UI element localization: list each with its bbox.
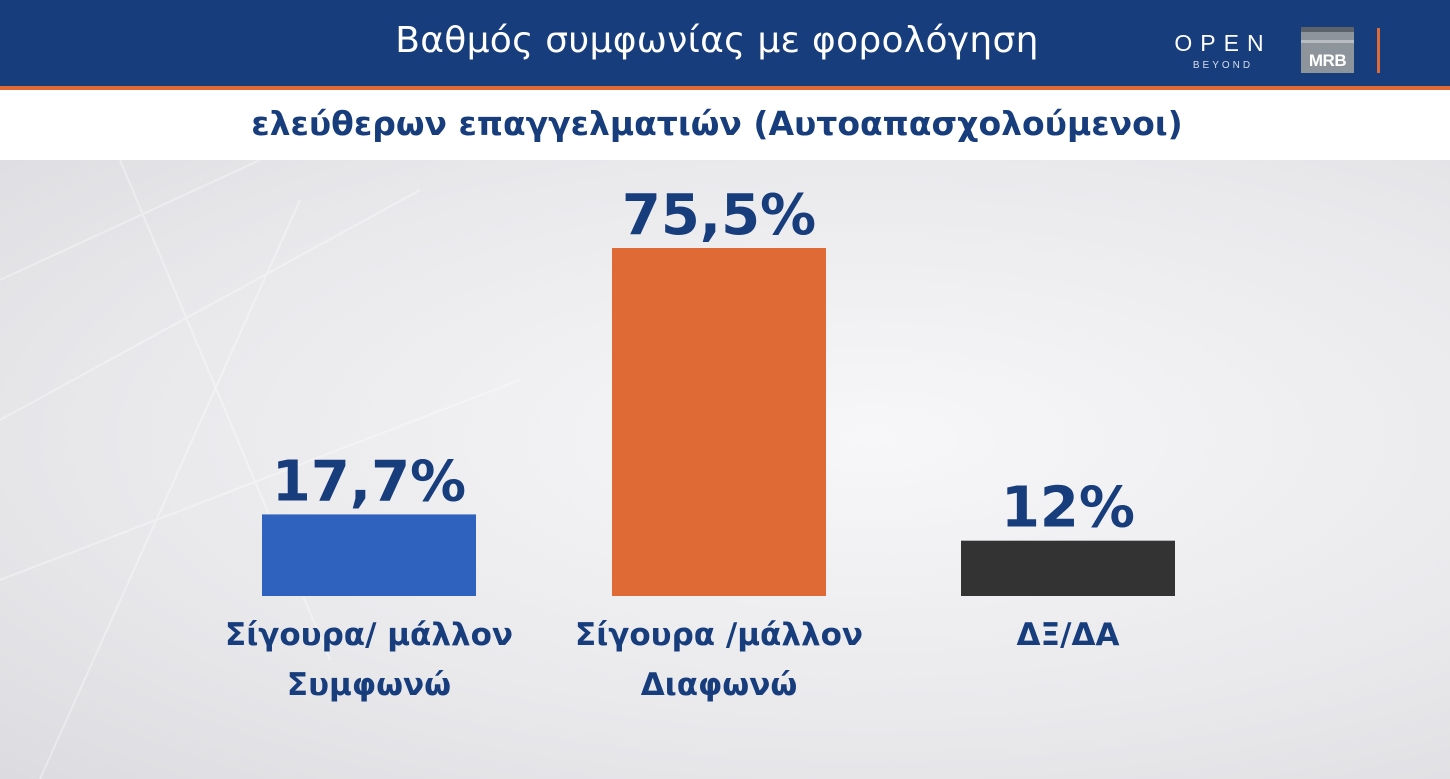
chart-title: Βαθμός συμφωνίας με φορολόγηση (395, 20, 1039, 61)
header-bar (0, 0, 1450, 86)
bar-0 (262, 514, 476, 596)
mrb-logo: MRB (1301, 27, 1354, 73)
category-label-2-0: ΔΞ/ΔΑ (1017, 617, 1120, 653)
category-label-1-0: Σίγουρα /μάλλον (575, 617, 863, 653)
value-label-1: 75,5% (622, 183, 816, 248)
bar-chart: 17,7% Σίγουρα/ μάλλον Συμφωνώ 75,5% Σίγουρα … (0, 160, 1175, 779)
logo-divider (1377, 28, 1380, 73)
bar-1 (612, 248, 826, 596)
open-logo: OPEN (1174, 30, 1272, 56)
chart-subtitle: ελεύθερων επαγγελματιών (Αυτοαπασχολούμε… (251, 104, 1183, 143)
subtitle-bar (0, 90, 1450, 160)
category-label-0-0: Σίγουρα/ μάλλον (225, 617, 513, 653)
header-accent-line (0, 86, 1450, 90)
open-beyond-logo-text: BEYOND (1192, 60, 1254, 71)
value-label-2: 12% (1001, 476, 1135, 541)
background-decor-lines (0, 160, 521, 779)
chart-area: 17,7% Σίγουρα/ μάλλον Συμφωνώ 75,5% Σίγουρα … (0, 160, 1450, 779)
value-label-0: 17,7% (272, 449, 466, 514)
mrb-logo-text: MRB (1308, 51, 1347, 70)
category-label-0-1: Συμφωνώ (287, 667, 451, 703)
category-label-1-1: Διαφωνώ (641, 667, 798, 703)
bar-2 (961, 540, 1175, 596)
